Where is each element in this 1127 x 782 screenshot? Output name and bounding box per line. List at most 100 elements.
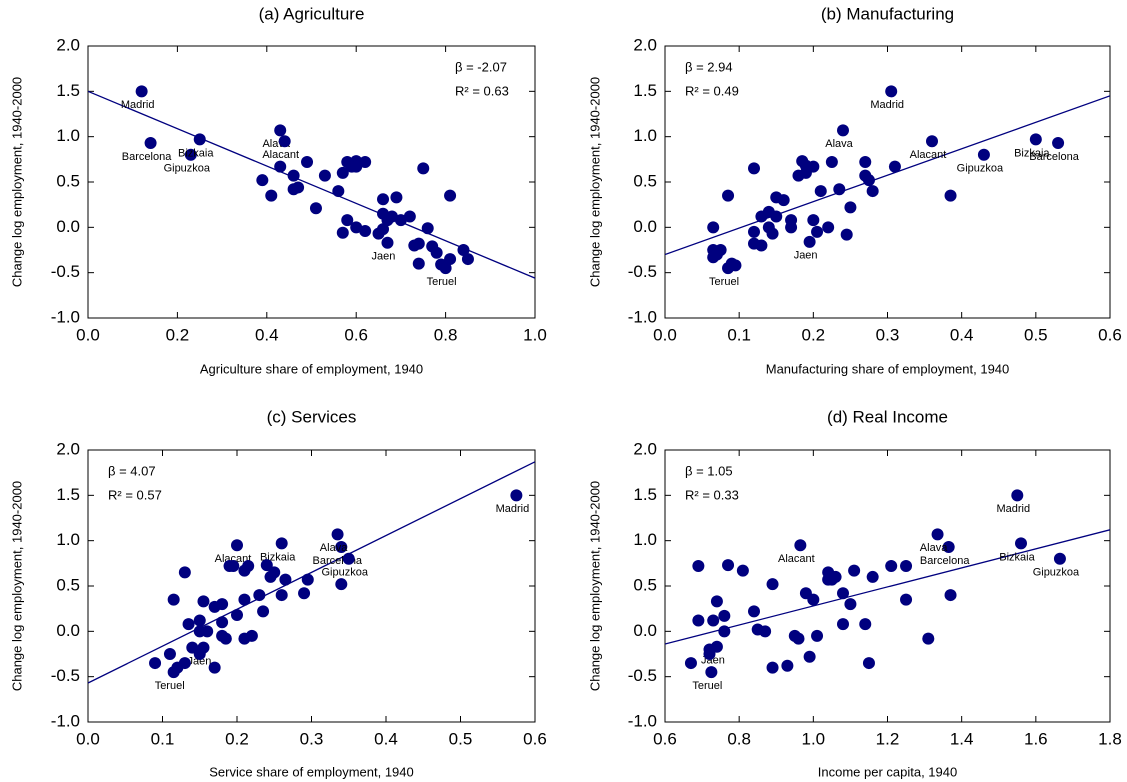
x-tick-label: 0.5 bbox=[449, 729, 473, 748]
point bbox=[803, 235, 816, 248]
point bbox=[692, 560, 705, 573]
point bbox=[144, 137, 157, 150]
x-tick-label: 1.6 bbox=[1024, 729, 1048, 748]
point bbox=[377, 193, 390, 206]
point bbox=[178, 657, 191, 670]
plot-frame bbox=[664, 449, 1111, 723]
x-tick-label: 0.3 bbox=[876, 325, 900, 344]
x-tick-label: 0.2 bbox=[802, 325, 826, 344]
point bbox=[862, 657, 875, 670]
x-tick-label: 0.1 bbox=[151, 729, 175, 748]
point bbox=[149, 657, 162, 670]
point bbox=[275, 589, 288, 602]
panel: (d) Real Income Income per capita, 1940 Ch… bbox=[587, 407, 1121, 779]
point bbox=[900, 593, 913, 606]
point bbox=[1015, 537, 1027, 550]
point bbox=[714, 244, 727, 256]
point bbox=[377, 223, 390, 236]
point bbox=[885, 85, 898, 98]
point bbox=[439, 262, 452, 275]
point bbox=[193, 614, 206, 627]
point bbox=[755, 239, 768, 252]
panel-title: (d) Real Income bbox=[827, 407, 948, 426]
point bbox=[292, 181, 305, 194]
point bbox=[178, 566, 191, 579]
y-tick-label: 0.0 bbox=[56, 217, 80, 236]
point bbox=[135, 85, 148, 98]
point bbox=[318, 169, 331, 182]
point bbox=[866, 185, 879, 198]
point bbox=[332, 185, 345, 198]
y-tick-label: 1.0 bbox=[56, 126, 80, 145]
x-tick-label: 1.2 bbox=[876, 729, 900, 748]
x-tick-label: 0.6 bbox=[344, 325, 368, 344]
x-axis-label: Income per capita, 1940 bbox=[818, 764, 957, 779]
point bbox=[331, 528, 344, 541]
point bbox=[390, 191, 403, 204]
point-label: Teruel bbox=[709, 276, 739, 288]
point-label: Jaen bbox=[188, 656, 212, 668]
point bbox=[792, 632, 805, 645]
point bbox=[707, 614, 720, 627]
point bbox=[403, 210, 416, 223]
point bbox=[381, 236, 394, 249]
y-tick-label: 0.5 bbox=[56, 575, 80, 594]
point bbox=[444, 189, 457, 202]
x-tick-label: 0.1 bbox=[727, 325, 751, 344]
x-tick-label: 0.5 bbox=[1024, 325, 1048, 344]
point bbox=[341, 214, 354, 227]
point bbox=[781, 659, 794, 672]
point bbox=[748, 162, 760, 175]
y-tick-label: -1.0 bbox=[628, 307, 657, 326]
point-label: Alacant bbox=[910, 149, 947, 161]
point bbox=[766, 227, 779, 240]
x-tick-label: 0.8 bbox=[434, 325, 458, 344]
point bbox=[167, 593, 180, 606]
point bbox=[684, 657, 697, 670]
point bbox=[457, 244, 470, 256]
point bbox=[444, 253, 457, 266]
point bbox=[309, 202, 322, 215]
point bbox=[231, 539, 243, 552]
point bbox=[926, 135, 938, 148]
point bbox=[748, 225, 760, 238]
point bbox=[866, 570, 879, 583]
point-label: Teruel bbox=[692, 680, 722, 692]
point bbox=[942, 541, 955, 554]
y-tick-label: 1.5 bbox=[56, 81, 80, 100]
y-axis-label: Change log employment, 1940-2000 bbox=[587, 481, 602, 691]
point bbox=[301, 156, 314, 169]
point bbox=[885, 560, 898, 573]
point bbox=[977, 148, 990, 161]
fit-line bbox=[665, 529, 1110, 645]
x-tick-label: 0.4 bbox=[950, 325, 974, 344]
point bbox=[770, 210, 783, 223]
y-tick-label: 2.0 bbox=[56, 35, 80, 54]
point bbox=[359, 156, 372, 169]
point bbox=[274, 160, 287, 173]
x-tick-label: 1.0 bbox=[802, 729, 826, 748]
point bbox=[417, 162, 430, 175]
point bbox=[1053, 552, 1066, 565]
point bbox=[825, 156, 838, 169]
point bbox=[707, 221, 720, 234]
point bbox=[888, 160, 901, 173]
point bbox=[1029, 133, 1042, 146]
point bbox=[729, 259, 742, 272]
x-tick-label: 0.4 bbox=[255, 325, 279, 344]
point bbox=[430, 246, 443, 259]
y-tick-label: -1.0 bbox=[51, 711, 80, 730]
x-tick-label: 0.3 bbox=[300, 729, 324, 748]
point bbox=[814, 185, 827, 198]
x-tick-label: 0.4 bbox=[374, 729, 398, 748]
y-tick-label: 1.0 bbox=[633, 126, 657, 145]
point bbox=[859, 618, 872, 631]
point bbox=[242, 560, 255, 573]
point bbox=[260, 559, 273, 572]
point-label: Barcelona bbox=[1029, 151, 1079, 163]
panel: (b) Manufacturing Manufacturing share of … bbox=[587, 4, 1121, 376]
point bbox=[238, 593, 251, 606]
point bbox=[461, 253, 474, 266]
y-tick-label: 1.5 bbox=[56, 485, 80, 504]
